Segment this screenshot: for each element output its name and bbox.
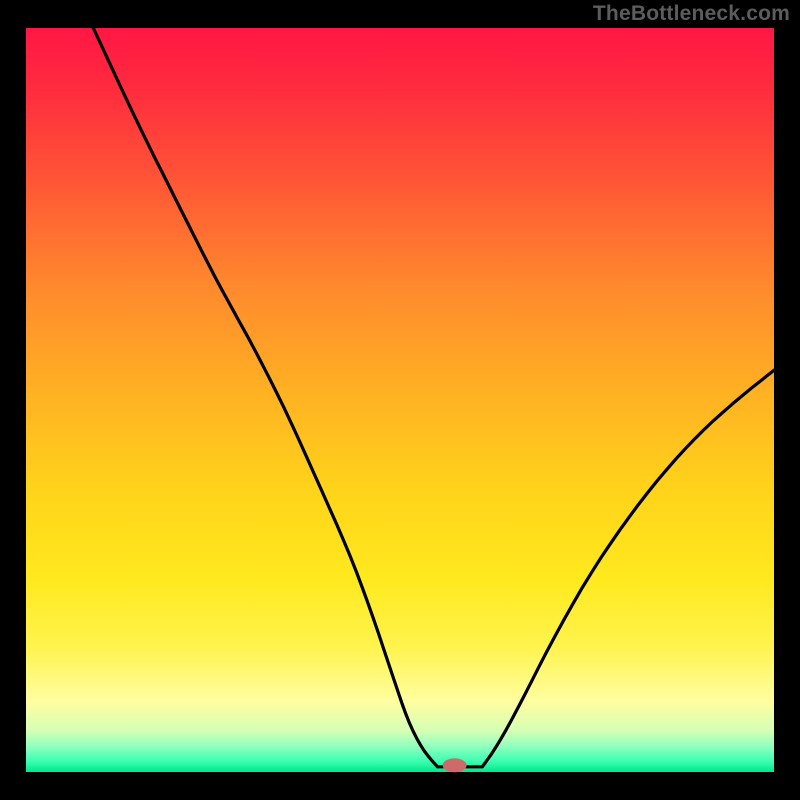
plot-area [26, 28, 774, 772]
optimal-point-marker [443, 758, 467, 772]
bottleneck-chart [0, 0, 800, 800]
watermark-text: TheBottleneck.com [593, 2, 790, 26]
chart-container: TheBottleneck.com [0, 0, 800, 800]
